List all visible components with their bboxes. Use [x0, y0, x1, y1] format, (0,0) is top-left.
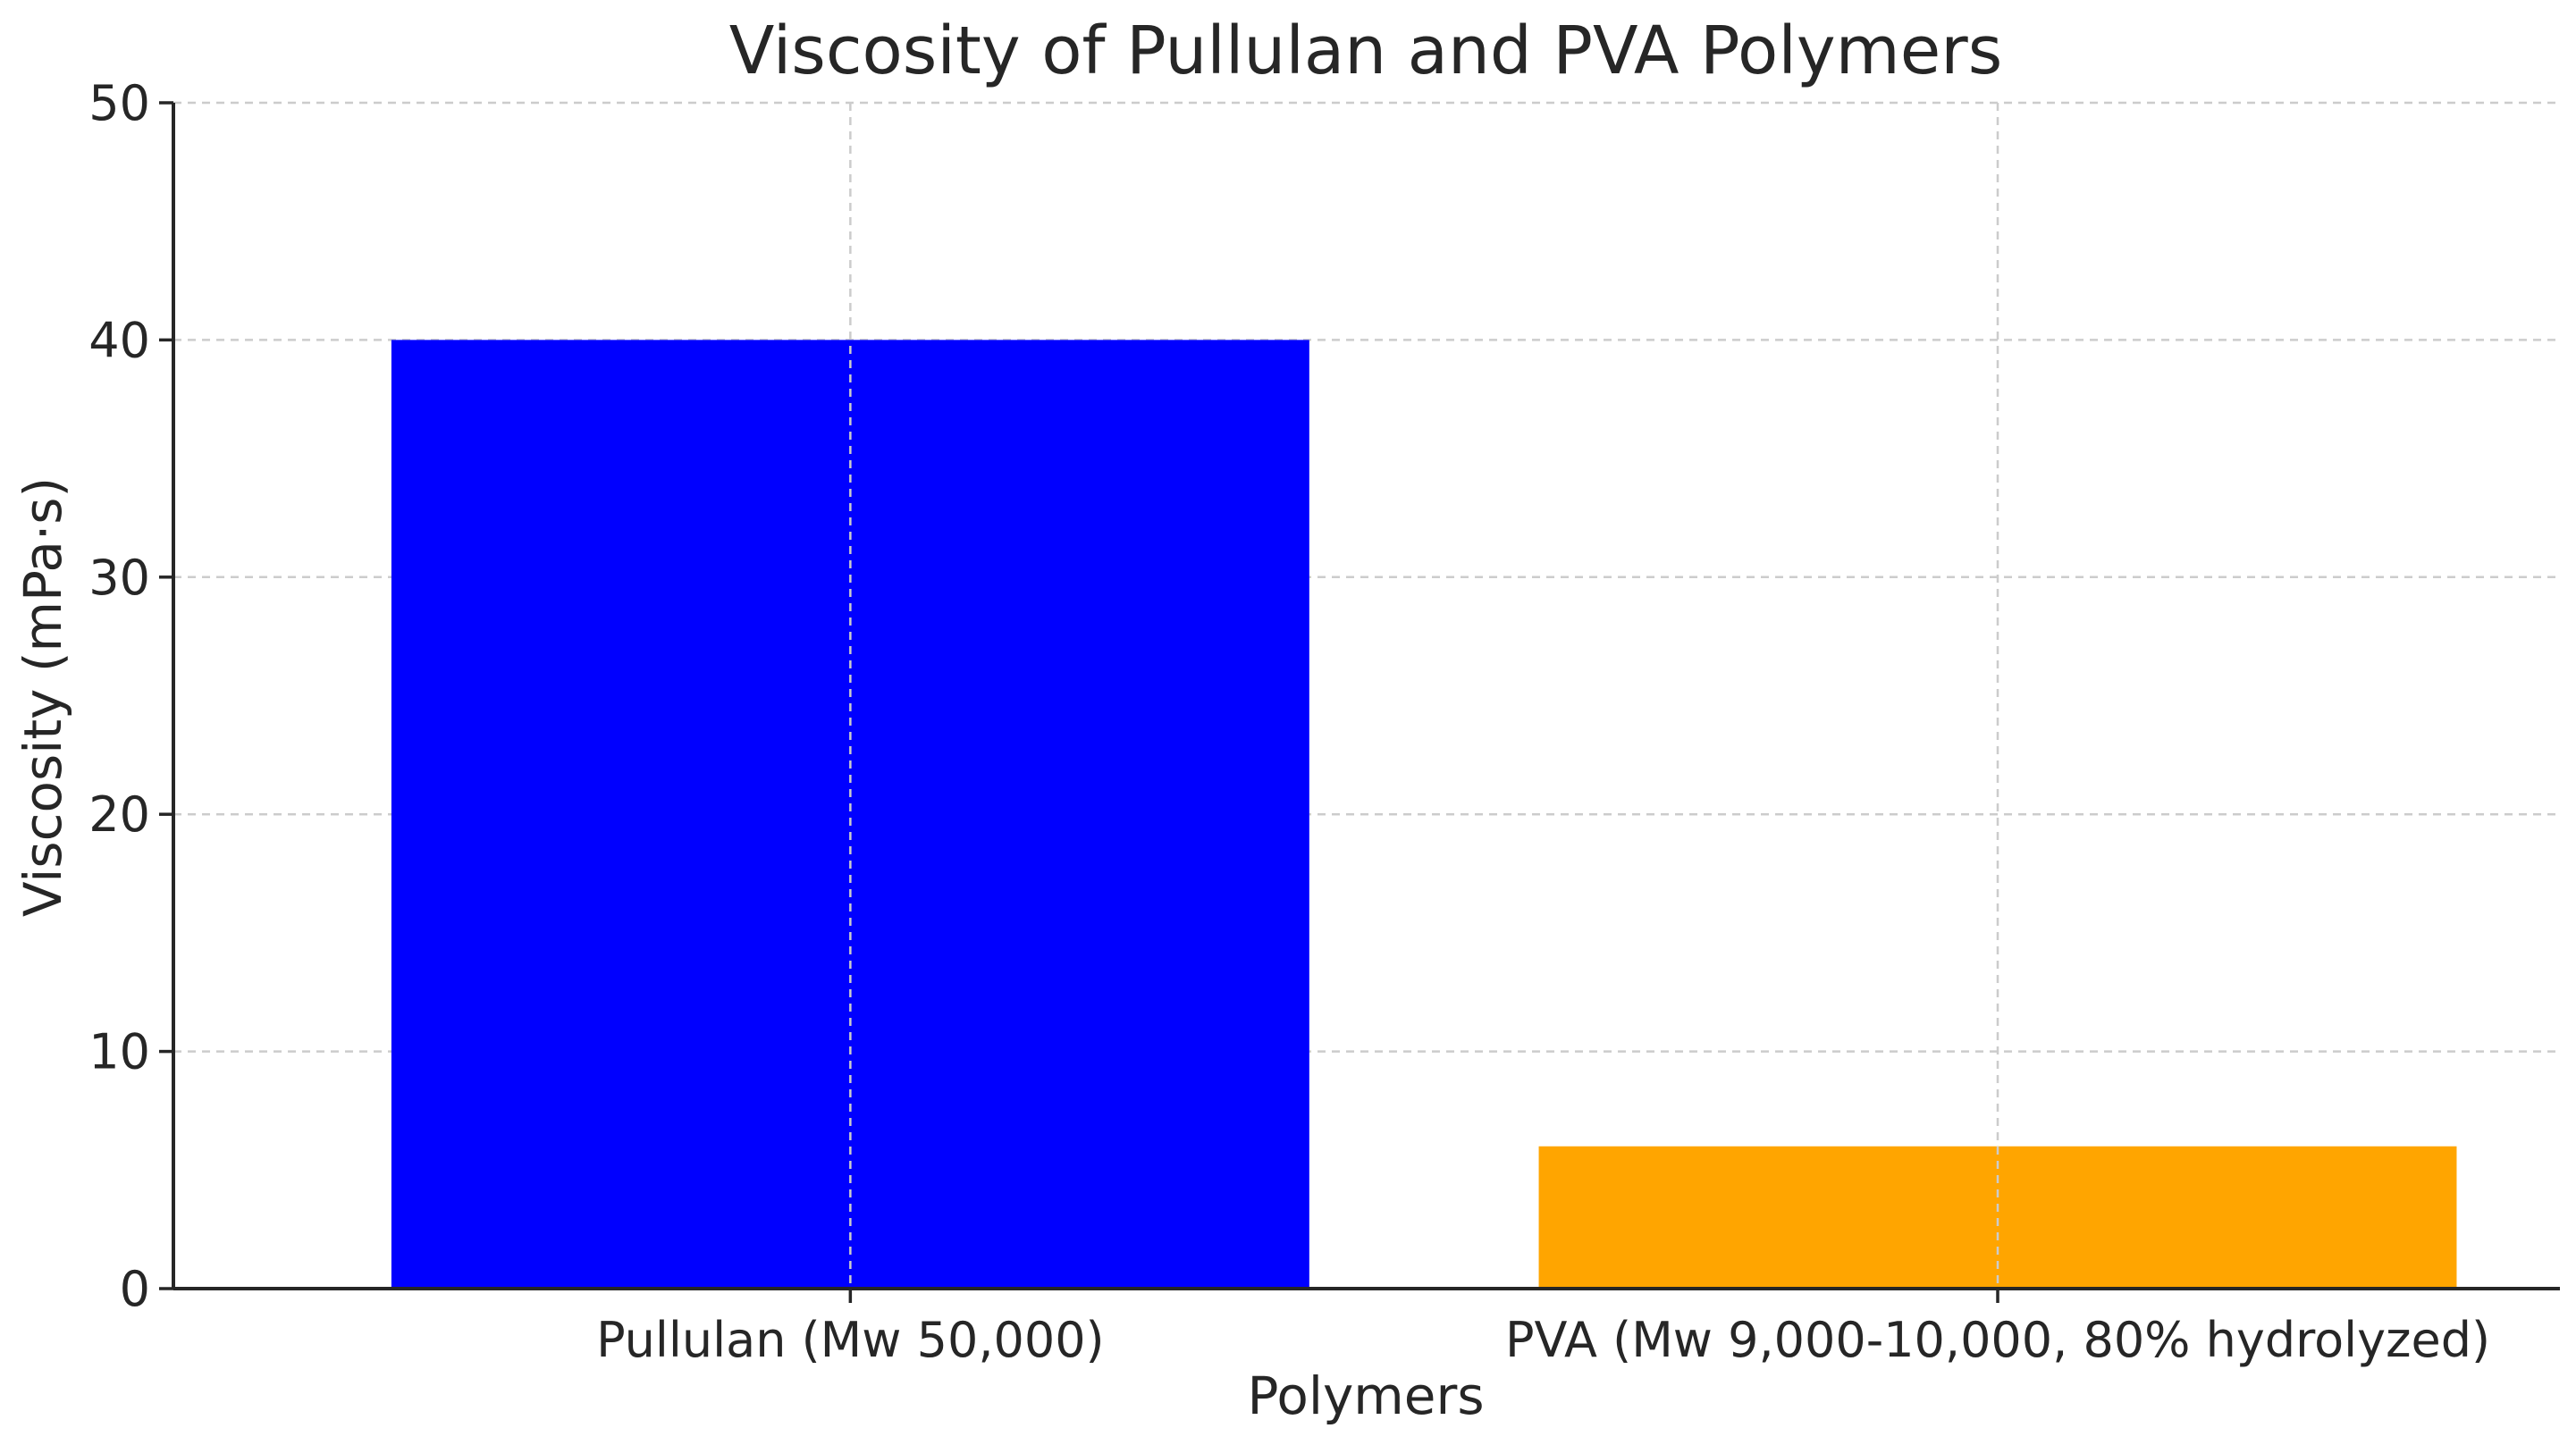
bars — [391, 340, 2457, 1289]
y-axis-label: Viscosity (mPa·s) — [13, 477, 73, 917]
y-tick-label: 20 — [88, 786, 150, 843]
axes — [172, 103, 2560, 1290]
chart-title: Viscosity of Pullulan and PVA Polymers — [729, 13, 2003, 89]
vertical-grid — [849, 103, 1999, 1289]
y-tick-label: 50 — [88, 75, 150, 131]
x-axis-label: Polymers — [1247, 1365, 1484, 1426]
x-tick-label: Pullulan (Mw 50,000) — [596, 1312, 1105, 1368]
y-tick-label: 40 — [88, 312, 150, 368]
x-tick-label: PVA (Mw 9,000-10,000, 80% hydrolyzed) — [1505, 1312, 2490, 1368]
ticks: 0 10 20 30 40 50 Pullulan (Mw 50,000) PVA (Mw 9… — [88, 75, 2490, 1368]
y-tick-label: 10 — [88, 1024, 150, 1080]
grid — [173, 101, 2560, 1053]
y-tick-label: 0 — [120, 1261, 150, 1317]
bar — [391, 340, 1309, 1289]
y-tick-label: 30 — [88, 550, 150, 606]
